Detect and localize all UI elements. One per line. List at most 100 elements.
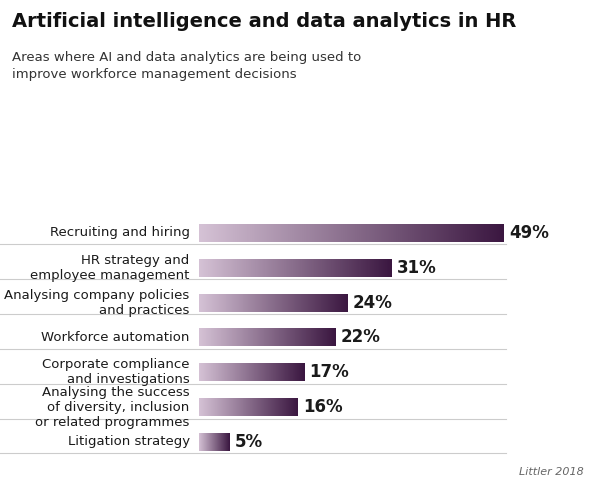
Bar: [238, 259, 239, 277]
Bar: [259, 259, 260, 277]
Bar: [351, 224, 352, 242]
Bar: [257, 259, 258, 277]
Bar: [448, 224, 449, 242]
Bar: [234, 224, 235, 242]
Bar: [344, 224, 345, 242]
Bar: [212, 224, 213, 242]
Text: 49%: 49%: [509, 224, 548, 242]
Bar: [255, 224, 256, 242]
Bar: [317, 259, 318, 277]
Bar: [371, 259, 372, 277]
Bar: [438, 224, 439, 242]
Bar: [219, 259, 220, 277]
Bar: [249, 224, 250, 242]
Bar: [233, 259, 234, 277]
Bar: [228, 224, 229, 242]
Bar: [287, 224, 288, 242]
Bar: [502, 224, 503, 242]
Bar: [296, 259, 297, 277]
Bar: [309, 259, 310, 277]
Bar: [240, 259, 241, 277]
Bar: [468, 224, 470, 242]
Text: 16%: 16%: [303, 398, 343, 416]
Bar: [337, 224, 338, 242]
Bar: [457, 224, 458, 242]
Bar: [237, 224, 238, 242]
Bar: [247, 224, 249, 242]
Bar: [318, 224, 320, 242]
Bar: [350, 259, 351, 277]
Bar: [270, 259, 271, 277]
Bar: [366, 259, 367, 277]
Text: Littler 2018: Littler 2018: [519, 467, 584, 477]
Bar: [279, 224, 280, 242]
Bar: [443, 224, 444, 242]
Bar: [320, 259, 321, 277]
Bar: [373, 259, 374, 277]
Bar: [207, 259, 208, 277]
Bar: [452, 224, 453, 242]
Text: 17%: 17%: [309, 363, 349, 381]
Bar: [383, 259, 384, 277]
Bar: [231, 259, 232, 277]
Bar: [289, 259, 290, 277]
Bar: [291, 259, 292, 277]
Bar: [463, 224, 464, 242]
Bar: [362, 259, 363, 277]
Bar: [363, 259, 364, 277]
Bar: [341, 259, 342, 277]
Bar: [421, 224, 423, 242]
Bar: [397, 224, 398, 242]
Bar: [342, 224, 343, 242]
Bar: [430, 224, 432, 242]
Bar: [473, 224, 474, 242]
Bar: [282, 259, 283, 277]
Bar: [281, 259, 282, 277]
Bar: [378, 259, 379, 277]
Bar: [224, 259, 225, 277]
Bar: [369, 259, 370, 277]
Bar: [298, 259, 299, 277]
Bar: [398, 224, 399, 242]
Bar: [227, 224, 228, 242]
Bar: [483, 224, 485, 242]
Bar: [338, 259, 339, 277]
Bar: [258, 259, 259, 277]
Bar: [250, 259, 251, 277]
Text: HR strategy and
employee management: HR strategy and employee management: [30, 254, 190, 282]
Bar: [225, 259, 226, 277]
Bar: [321, 259, 322, 277]
Bar: [386, 224, 387, 242]
Bar: [327, 259, 328, 277]
Bar: [202, 259, 203, 277]
Bar: [381, 259, 382, 277]
Bar: [450, 224, 451, 242]
Bar: [380, 224, 382, 242]
Bar: [346, 224, 347, 242]
Text: 24%: 24%: [353, 294, 393, 311]
Bar: [199, 224, 200, 242]
Bar: [215, 259, 216, 277]
Bar: [213, 224, 214, 242]
Bar: [423, 224, 424, 242]
Bar: [494, 224, 495, 242]
Bar: [235, 224, 237, 242]
Bar: [328, 224, 329, 242]
Bar: [229, 259, 230, 277]
Bar: [497, 224, 498, 242]
Bar: [358, 224, 359, 242]
Bar: [355, 224, 356, 242]
Bar: [203, 224, 204, 242]
Bar: [375, 259, 376, 277]
Bar: [205, 259, 206, 277]
Bar: [348, 259, 349, 277]
Bar: [255, 259, 256, 277]
Bar: [256, 224, 258, 242]
Bar: [214, 259, 215, 277]
Bar: [331, 224, 332, 242]
Bar: [491, 224, 492, 242]
Bar: [451, 224, 452, 242]
Bar: [300, 259, 301, 277]
Bar: [343, 224, 344, 242]
Bar: [245, 259, 246, 277]
